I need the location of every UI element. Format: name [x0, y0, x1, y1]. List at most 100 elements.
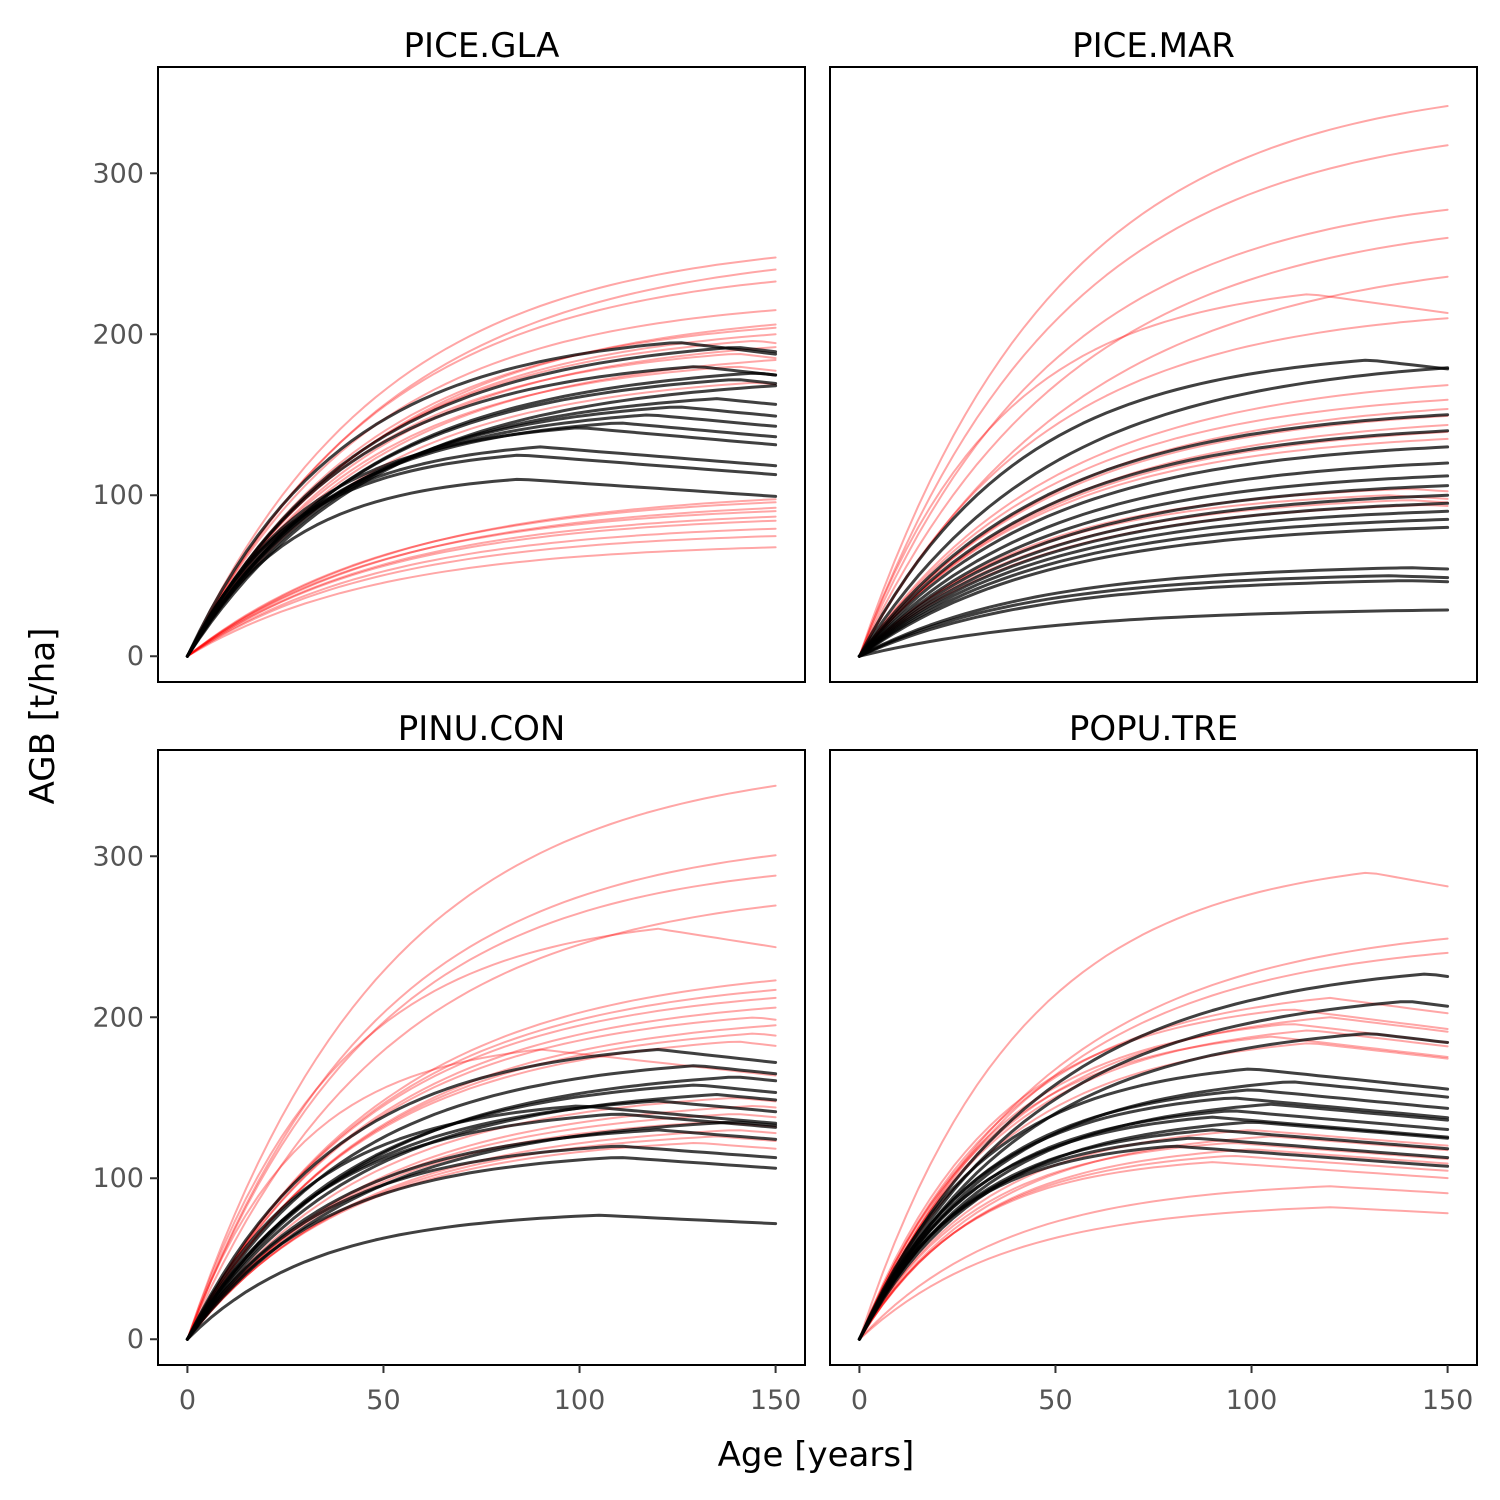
red-curve [858, 1008, 1449, 1341]
y-tick-label: 100 [92, 480, 144, 511]
black-curve [857, 1032, 1450, 1341]
black-curve [857, 1080, 1450, 1341]
black-curve [857, 501, 1450, 658]
panel-pice-mar: PICE.MAR [829, 26, 1478, 683]
red-curve [858, 1148, 1449, 1341]
black-curve [185, 477, 778, 658]
panel-title: PINU.CON [398, 709, 566, 749]
red-curve [186, 988, 777, 1341]
red-curve [858, 937, 1449, 1341]
y-tick-label: 100 [92, 1163, 144, 1194]
y-axis-title: AGB [t/ha] [23, 628, 63, 805]
red-curve [858, 398, 1449, 658]
red-curve [858, 1035, 1449, 1341]
black-curve [185, 1128, 778, 1341]
black-curve [185, 341, 778, 658]
red-curve [186, 256, 777, 658]
red-curve [858, 1142, 1449, 1341]
black-curve [185, 1213, 778, 1341]
red-curve [186, 527, 777, 658]
black-curve [857, 525, 1450, 658]
black-curve [857, 358, 1450, 658]
black-curve [857, 1144, 1450, 1341]
red-curve [186, 510, 777, 658]
black-curve [857, 566, 1450, 658]
panel-frame [829, 749, 1478, 1366]
red-curve [186, 874, 777, 1341]
panel-title: PICE.MAR [1072, 26, 1235, 66]
black-curve [185, 365, 778, 658]
black-curve [185, 453, 778, 658]
red-curve [858, 414, 1449, 658]
x-tick-label: 0 [179, 1385, 196, 1416]
y-tick-label: 0 [127, 641, 144, 672]
x-tick-label: 100 [554, 1385, 606, 1416]
red-curve [186, 996, 777, 1341]
red-curve [858, 105, 1449, 658]
red-curve [186, 346, 777, 658]
x-tick-label: 100 [1226, 1385, 1278, 1416]
red-curve [858, 1155, 1449, 1341]
panel-popu-tre: POPU.TRE 0 50 100 150 [829, 709, 1478, 1416]
y-tick-label: 300 [92, 841, 144, 872]
panel-pice-gla: PICE.GLA 0 100 200 300 [92, 26, 806, 683]
red-curve [858, 144, 1449, 658]
series-lines [185, 256, 778, 658]
red-curve [858, 384, 1449, 658]
black-curve [857, 1096, 1450, 1341]
red-curve [186, 927, 777, 1341]
red-curve [858, 437, 1449, 658]
y-tick-label: 0 [127, 1324, 144, 1355]
red-curve [186, 501, 777, 658]
black-curve [185, 1156, 778, 1341]
red-curve [186, 1006, 777, 1341]
black-curve [185, 426, 778, 658]
red-curve [858, 1161, 1449, 1341]
series-lines [857, 105, 1450, 658]
x-tick-label: 50 [1038, 1385, 1072, 1416]
black-curve [185, 1104, 778, 1341]
black-curve [857, 445, 1450, 658]
panels-layer: PICE.GLA 0 100 200 300 PICE.MAR PINU.CON 0 100 20… [92, 26, 1478, 1416]
y-tick-label: 200 [92, 1002, 144, 1033]
y-tick-label: 300 [92, 158, 144, 189]
red-curve [186, 1048, 777, 1341]
red-curve [858, 951, 1449, 1341]
x-tick-label: 150 [750, 1385, 802, 1416]
red-curve [858, 317, 1449, 658]
red-curve [186, 904, 777, 1341]
red-curve [186, 309, 777, 658]
black-curve [857, 517, 1450, 658]
panel-frame [157, 749, 806, 1366]
black-curve [185, 1093, 778, 1341]
x-tick-label: 0 [851, 1385, 868, 1416]
black-curve [857, 461, 1450, 658]
black-curve [857, 1067, 1450, 1341]
black-curve [185, 1144, 778, 1341]
red-curve [858, 236, 1449, 658]
red-curve [186, 506, 777, 658]
panel-title: PICE.GLA [404, 26, 560, 66]
red-curve [186, 519, 777, 658]
black-curve [857, 484, 1450, 658]
black-curve [185, 384, 778, 658]
x-tick-label: 150 [1422, 1385, 1474, 1416]
red-curve [186, 1142, 777, 1341]
black-curve [857, 579, 1450, 658]
series-lines [185, 784, 778, 1341]
black-curve [185, 1112, 778, 1341]
red-curve [858, 1185, 1449, 1341]
red-curve [186, 515, 777, 658]
black-curve [857, 429, 1450, 658]
red-curve [858, 1023, 1449, 1341]
black-curve [857, 1000, 1450, 1341]
black-curve [857, 413, 1450, 658]
red-curve [858, 293, 1449, 658]
black-curve [185, 1048, 778, 1341]
black-curve [857, 509, 1450, 658]
black-curve [185, 1064, 778, 1341]
red-curve [858, 208, 1449, 658]
red-curve [186, 1024, 777, 1341]
red-curve [858, 1206, 1449, 1341]
